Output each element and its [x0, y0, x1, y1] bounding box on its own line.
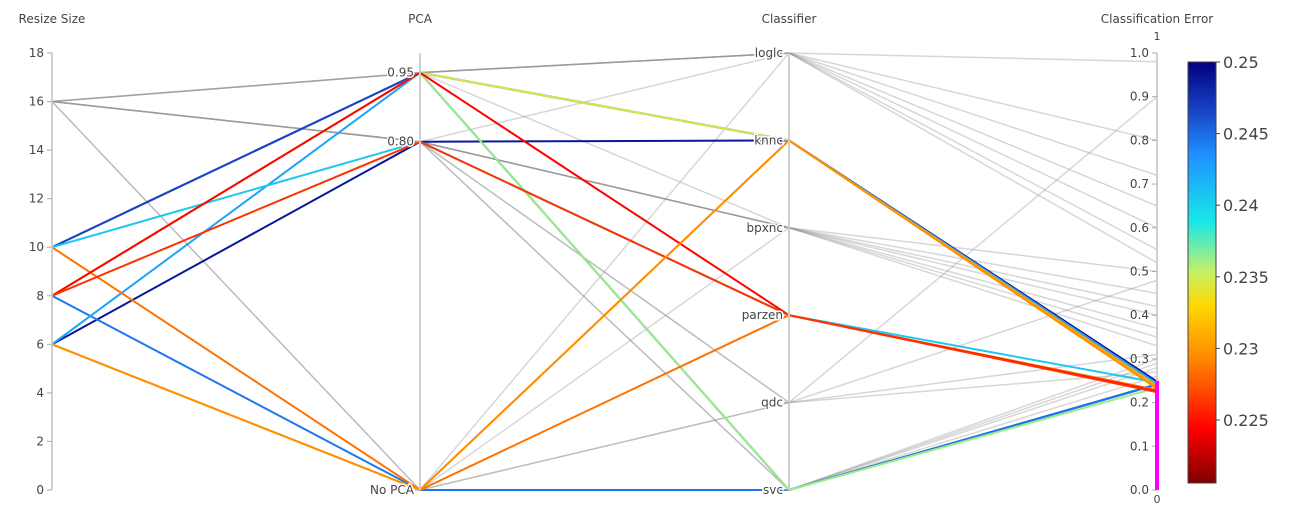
axis-title: PCA	[408, 12, 433, 26]
axis-extent-top-label: 1	[1154, 30, 1161, 43]
tick-label: 6	[36, 337, 44, 351]
tick-label: 0.3	[1130, 352, 1149, 366]
axis-2[interactable]: Classifier svc qdc parzen bpxnc knnc loglc	[740, 12, 817, 499]
context-line-14	[51, 52, 1158, 297]
axis-0[interactable]: Resize Size 0 2 4 6 8 10 12 14 16 18	[19, 12, 86, 497]
highlighted-line-3	[51, 294, 1158, 491]
tick-label: 0	[36, 483, 44, 497]
context-line-7	[51, 96, 1158, 491]
axis-title: Classification Error	[1101, 12, 1214, 26]
tick-label: 10	[29, 240, 44, 254]
tick-label: 1.0	[1130, 46, 1149, 60]
colorbar-tick-label: 0.225	[1223, 411, 1269, 430]
colorbar: 0.225 0.23 0.235 0.24 0.245 0.25	[1187, 53, 1269, 484]
colorbar-tick-label: 0.23	[1223, 339, 1259, 358]
tick-label: 0.2	[1130, 396, 1149, 410]
tick-label: knnc	[754, 133, 783, 147]
constraint-range-bar[interactable]	[1155, 380, 1159, 490]
axis-3[interactable]: Classification Error 0.0 0.1 0.2 0.3 0.4 0.5 0.…	[1101, 12, 1214, 506]
context-line-21	[51, 226, 1158, 491]
context-line-1	[51, 52, 1158, 142]
tick-label: 16	[29, 95, 44, 109]
context-line-5	[51, 100, 1158, 295]
tick-label: 0.9	[1130, 90, 1149, 104]
tick-label: 14	[29, 143, 44, 157]
tick-label: qdc	[761, 396, 783, 410]
tick-label: No PCA	[370, 483, 415, 497]
context-line-9	[51, 100, 1158, 404]
tick-label: 0.5	[1130, 265, 1149, 279]
highlighted-line-1	[51, 139, 1158, 384]
tick-label: 8	[36, 289, 44, 303]
tick-label: 0.8	[1130, 133, 1149, 147]
tick-label: 0.0	[1130, 483, 1149, 497]
tick-label: bpxnc	[746, 221, 783, 235]
tick-label: 0.95	[387, 66, 414, 80]
tick-label: 0.1	[1130, 439, 1149, 453]
tick-label: 0.7	[1130, 177, 1149, 191]
colorbar-tick-label: 0.235	[1223, 268, 1269, 287]
context-line-6	[51, 71, 1158, 316]
tick-label: 4	[36, 386, 44, 400]
axis-extent-bottom-label: 0	[1154, 493, 1161, 506]
context-line-2	[51, 52, 1158, 207]
context-lines	[51, 52, 1158, 491]
context-line-10	[51, 140, 1158, 338]
colorbar-tick-label: 0.245	[1223, 125, 1269, 144]
tick-label: loglc	[755, 46, 783, 60]
context-line-3	[51, 52, 1158, 251]
tick-label: 0.4	[1130, 308, 1149, 322]
colorbar-gradient	[1187, 61, 1217, 484]
highlighted-line-12	[51, 139, 1158, 492]
context-line-0	[51, 52, 1158, 103]
highlighted-line-5	[51, 140, 1158, 384]
tick-label: 2	[36, 434, 44, 448]
context-line-4	[51, 100, 1158, 273]
tick-label: parzen	[742, 308, 783, 322]
tick-label: 18	[29, 46, 44, 60]
axis-title: Resize Size	[19, 12, 86, 26]
tick-label: 0.6	[1130, 221, 1149, 235]
colorbar-tick-label: 0.24	[1223, 196, 1259, 215]
highlighted-lines	[51, 71, 1158, 492]
highlighted-line-11	[51, 140, 1158, 394]
tick-label: 12	[29, 192, 44, 206]
colorbar-tick-label: 0.25	[1223, 53, 1259, 72]
axis-1[interactable]: PCA No PCA 0.80 0.95	[369, 12, 433, 499]
tick-label: 0.80	[387, 135, 414, 149]
axis-title: Classifier	[762, 12, 817, 26]
tick-label: svc	[763, 483, 783, 497]
